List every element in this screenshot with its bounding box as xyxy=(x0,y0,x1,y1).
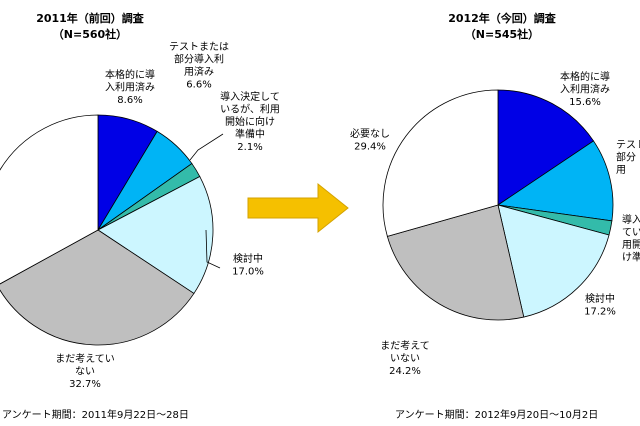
data-label-value: 32.7% xyxy=(69,379,101,390)
survey-period-note: アンケート期間：2012年9月20日～10月2日 xyxy=(395,408,598,421)
data-label-text: 開始に向け xyxy=(225,115,275,128)
data-label-text: 検討中 xyxy=(233,252,263,265)
data-label-text: 導入 xyxy=(622,213,640,226)
data-label-text: 本格的に導 xyxy=(105,68,155,81)
data-label-text: け準 xyxy=(622,251,640,264)
data-label-text: 検討中 xyxy=(585,292,615,305)
pie-slice xyxy=(386,204,525,321)
arrow-right-icon xyxy=(247,182,349,234)
data-label-value: 2.1% xyxy=(237,142,262,153)
data-label-text: まだ考えて xyxy=(380,340,430,352)
pie-slice xyxy=(497,89,595,206)
data-label-value: 17.0% xyxy=(232,267,264,278)
survey-period-note: アンケート期間：2011年9月22日～28日 xyxy=(2,408,189,421)
data-label-value: 15.6% xyxy=(569,97,601,108)
data-label-text: 導入決定して xyxy=(220,90,280,103)
data-label-value: 24.2% xyxy=(389,366,421,377)
data-label-text: 本格的に導 xyxy=(560,70,610,83)
pie-slice xyxy=(382,89,499,237)
data-label-text: 入利用済み xyxy=(105,81,155,94)
pie-slice xyxy=(496,140,614,222)
data-label-text: ない xyxy=(75,366,95,378)
data-label-text: 必要なし xyxy=(350,127,390,140)
data-label-text: 用 xyxy=(616,165,626,176)
data-label-text: 用開 xyxy=(622,239,640,251)
data-label-text: まだ考えてい xyxy=(55,353,115,365)
data-label-value: 6.6% xyxy=(186,80,211,91)
pie-slice xyxy=(0,114,99,285)
pie-slices xyxy=(0,114,214,346)
data-label-text: 用済み xyxy=(184,65,214,78)
data-label-text: いるが、利用 xyxy=(220,103,280,116)
data-label-text: いない xyxy=(390,353,420,365)
chart-title: 2012年（今回）調査 xyxy=(448,11,556,25)
pie-slice xyxy=(0,229,195,346)
leader-line xyxy=(205,229,221,269)
chart-subtitle: （N=560社） xyxy=(53,27,127,41)
chart-title: 2011年（前回）調査 xyxy=(36,11,144,25)
data-label-text: テストまたは xyxy=(169,41,229,53)
data-label-value: 8.6% xyxy=(117,95,142,106)
data-label-value: 29.4% xyxy=(354,142,386,153)
pie-slice xyxy=(97,175,214,294)
data-label-text: 部分 xyxy=(616,151,636,164)
data-label-text: テスト xyxy=(616,140,640,151)
data-label-value: 17.2% xyxy=(584,307,616,318)
leader-line xyxy=(189,133,224,161)
data-label-text: 部分導入利 xyxy=(174,53,224,66)
chart-subtitle: （N=545社） xyxy=(465,27,539,41)
pie-slice xyxy=(497,204,610,318)
data-label-text: 準備中 xyxy=(235,128,265,141)
data-label-text: てい xyxy=(622,228,640,239)
pie-slices xyxy=(382,89,614,321)
data-label-text: 入利用済み xyxy=(560,83,610,96)
